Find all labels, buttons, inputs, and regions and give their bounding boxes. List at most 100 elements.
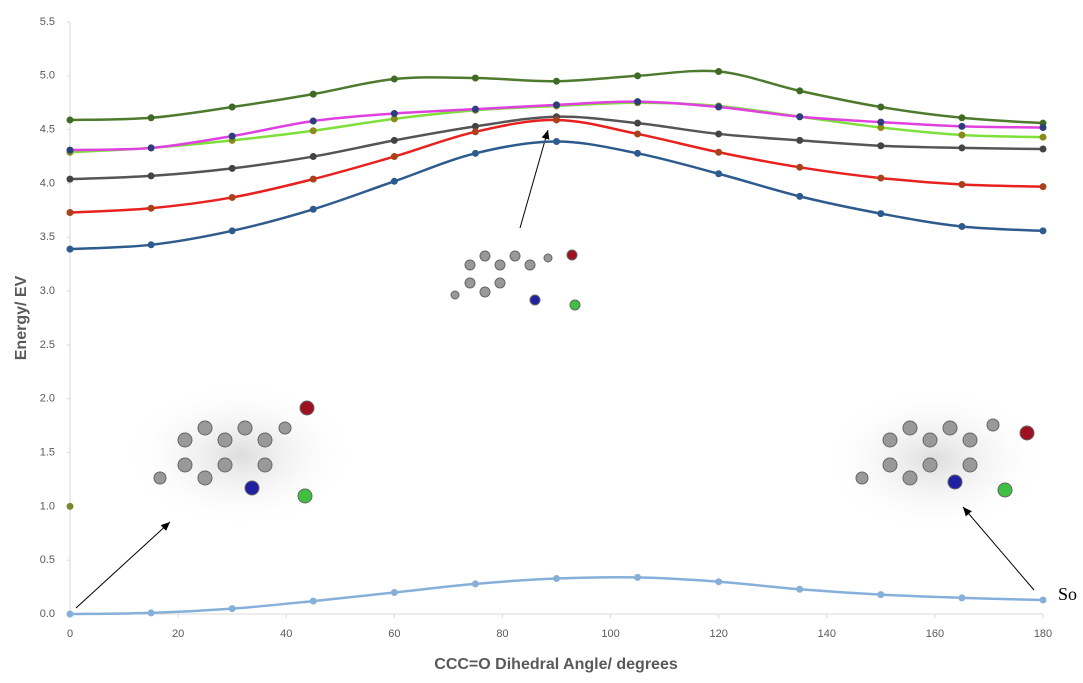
data-point [310,91,317,98]
data-point [796,137,803,144]
data-point [634,98,641,105]
x-tick-label: 180 [1034,628,1052,640]
data-point [67,116,74,123]
data-point [1040,146,1047,153]
x-tick-label: 60 [388,628,400,640]
data-point [877,104,884,111]
data-point [958,594,965,601]
x-tick-label: 80 [496,628,508,640]
data-point [391,178,398,185]
data-point [148,241,155,248]
x-tick-label: 140 [818,628,836,640]
data-point [715,130,722,137]
data-point [67,611,74,618]
data-point [229,227,236,234]
data-point [472,580,479,587]
x-tick-label: 40 [280,628,292,640]
data-point [553,575,560,582]
data-point [877,142,884,149]
series-line [70,120,1043,213]
y-tick-label: 5.0 [40,70,55,82]
data-point [715,68,722,75]
data-point [148,609,155,616]
data-point [310,598,317,605]
data-point [310,153,317,160]
data-point [634,130,641,137]
chart: So CCC=O Dihedral Angle/ degrees Energy/… [0,0,1083,678]
data-point [1040,227,1047,234]
data-point [1040,183,1047,190]
x-tick-label: 20 [172,628,184,640]
x-tick-label: 160 [926,628,944,640]
data-point [391,589,398,596]
data-point [67,503,74,510]
data-point [391,137,398,144]
data-point [1040,597,1047,604]
data-point [229,165,236,172]
y-tick-label: 0.0 [40,608,55,620]
data-point [796,113,803,120]
data-point [148,172,155,179]
molecule [451,250,580,310]
data-point [1040,134,1047,141]
data-point [553,101,560,108]
data-point [877,175,884,182]
data-point [634,120,641,127]
y-tick-label: 1.5 [40,446,55,458]
data-point [877,591,884,598]
data-point [148,205,155,212]
data-point [553,138,560,145]
data-point [553,116,560,123]
data-point [67,147,74,154]
data-point [634,150,641,157]
data-point [715,149,722,156]
data-point [877,119,884,126]
y-tick-label: 4.0 [40,177,55,189]
y-tick-label: 4.5 [40,124,55,136]
data-point [796,586,803,593]
data-point [877,210,884,217]
x-tick-label: 100 [601,628,619,640]
data-point [1040,124,1047,131]
data-point [958,181,965,188]
data-point [958,123,965,130]
data-point [229,194,236,201]
data-point [958,223,965,230]
data-point [310,176,317,183]
y-tick-label: 2.5 [40,339,55,351]
y-axis-title: Energy/ EV [13,275,30,360]
data-point [67,209,74,216]
y-tick-label: 0.5 [40,554,55,566]
y-tick-label: 3.0 [40,285,55,297]
molecule-images [76,130,1050,608]
series-line [70,141,1043,249]
data-point [958,114,965,121]
x-tick-label: 0 [67,628,73,640]
data-point [148,144,155,151]
data-point [472,150,479,157]
page: {"chart_data": {"type": "line", "x_label… [0,0,1083,683]
data-point [634,72,641,79]
arrow [76,522,170,608]
data-point [553,78,560,85]
data-point [391,110,398,117]
data-point [391,76,398,83]
data-point [229,133,236,140]
data-point [715,104,722,111]
data-point [958,132,965,139]
data-point [310,118,317,125]
data-point [796,164,803,171]
data-point [67,176,74,183]
data-point [67,246,74,253]
data-point [472,106,479,113]
data-point [229,605,236,612]
data-point [310,127,317,134]
y-tick-label: 2.0 [40,393,55,405]
data-point [472,128,479,135]
x-tick-label: 120 [709,628,727,640]
y-tick-label: 1.0 [40,500,55,512]
x-axis-title: CCC=O Dihedral Angle/ degrees [434,656,678,673]
data-point [391,153,398,160]
data-point [310,206,317,213]
data-point [229,104,236,111]
